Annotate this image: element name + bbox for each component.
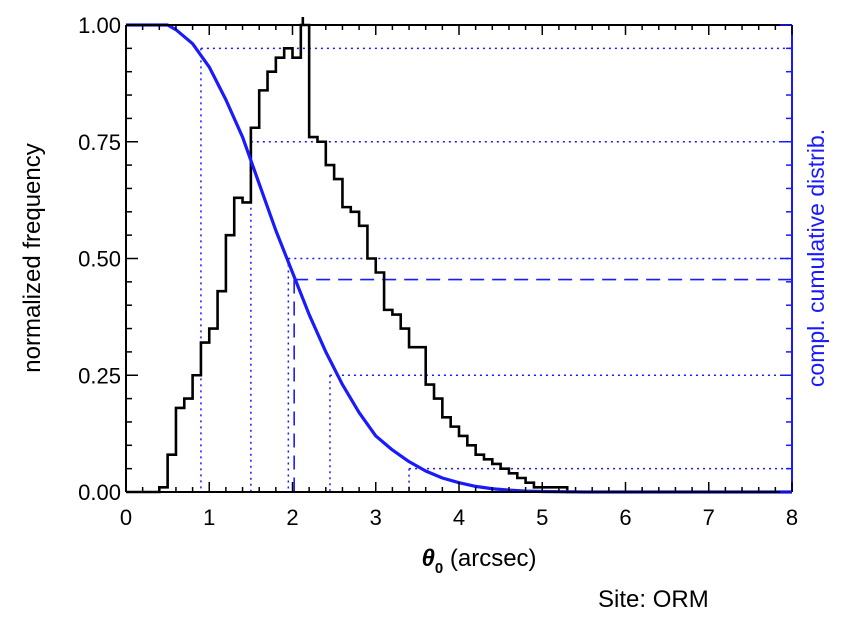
x-tick-label: 6 <box>619 505 631 530</box>
x-tick-label: 0 <box>120 505 132 530</box>
x-axis-symbol: θ <box>421 545 434 572</box>
histogram-series <box>126 17 626 494</box>
y-axis-right-title: compl. cumulative distrib. <box>803 129 829 387</box>
y-tick-label: 0.75 <box>78 130 121 155</box>
x-tick-label: 1 <box>203 505 215 530</box>
tick-labels: 0 1 2 3 4 5 6 7 8 0.00 0.25 0.50 0.75 1.00 <box>78 13 798 530</box>
x-tick-label: 7 <box>703 505 715 530</box>
x-tick-label: 4 <box>453 505 465 530</box>
x-tick-label: 8 <box>786 505 798 530</box>
ticks <box>125 24 793 493</box>
site-annotation: Site: ORM <box>598 586 709 613</box>
x-tick-label: 2 <box>286 505 298 530</box>
x-tick-label: 3 <box>370 505 382 530</box>
y-tick-label: 0.25 <box>78 363 121 388</box>
guide-lines <box>200 47 792 492</box>
x-axis-subscript: 0 <box>435 560 443 577</box>
y-tick-label: 0.00 <box>78 480 121 505</box>
x-axis-unit: (arcsec) <box>443 545 536 572</box>
y-axis-left-title: normalized frequency <box>19 143 46 372</box>
x-axis-title: θ0 (arcsec) <box>421 545 536 577</box>
histogram-line <box>126 23 626 494</box>
x-tick-label: 5 <box>536 505 548 530</box>
y-tick-label: 1.00 <box>78 13 121 38</box>
y-tick-label: 0.50 <box>78 247 121 272</box>
